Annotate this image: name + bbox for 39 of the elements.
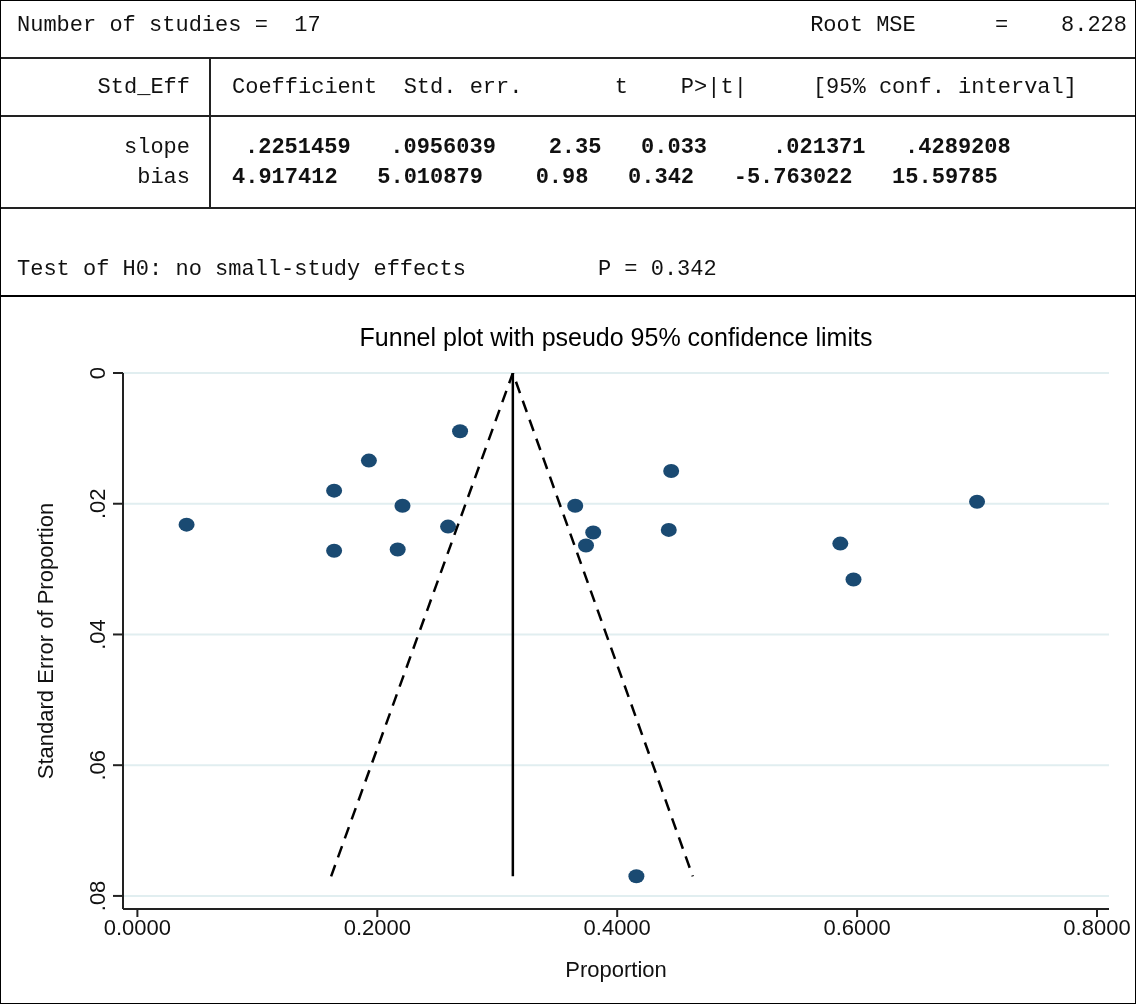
point (845, 572, 862, 587)
point (578, 538, 595, 553)
text: bias (137, 165, 190, 190)
text: 4.917412 5.010879 0.98 0.342 -5.763022 15.59785 (232, 165, 998, 190)
point (389, 542, 406, 557)
chart-title: Funnel plot with pseudo 95% confidence limits (358, 323, 874, 352)
text: .2251459 .0956039 2.35 0.033 .021371 .4289208 (245, 135, 1011, 160)
text: Test of H0: no small-study effects P = 0.342 (17, 257, 717, 282)
x-tick-label: 0.8000 (1063, 914, 1131, 940)
point (440, 519, 457, 534)
point (969, 494, 986, 509)
text: Std_Eff (97, 75, 190, 100)
point (832, 536, 849, 551)
x-axis-title: Proportion (565, 957, 667, 982)
x-tick-label: 0.6000 (823, 914, 891, 940)
point (663, 464, 680, 479)
y-tick-label: .06 (85, 749, 110, 781)
point (585, 525, 602, 540)
point (452, 424, 469, 439)
x-tick-label: 0.4000 (583, 914, 651, 940)
y-tick-label: .08 (85, 880, 110, 912)
point (394, 498, 411, 513)
point (660, 522, 677, 537)
point (360, 453, 377, 468)
x-tick-label: 0.2000 (343, 914, 411, 940)
text: slope (123, 135, 190, 160)
y-tick-label: 0 (85, 366, 110, 380)
y-axis-title: Standard Error of Proportion (32, 502, 58, 780)
text: Coefficient Std. err. t P>|t| [95% conf. interval] (232, 75, 1077, 100)
point (567, 498, 584, 513)
point (326, 543, 343, 558)
point (628, 869, 645, 884)
point (326, 483, 343, 498)
point (178, 517, 195, 532)
text: Number of studies = 17 (17, 13, 321, 38)
text: Root MSE = 8.228 (810, 13, 1127, 38)
y-tick-label: .04 (85, 619, 110, 650)
y-tick-label: .02 (85, 488, 110, 520)
x-tick-label: 0.0000 (103, 914, 172, 940)
